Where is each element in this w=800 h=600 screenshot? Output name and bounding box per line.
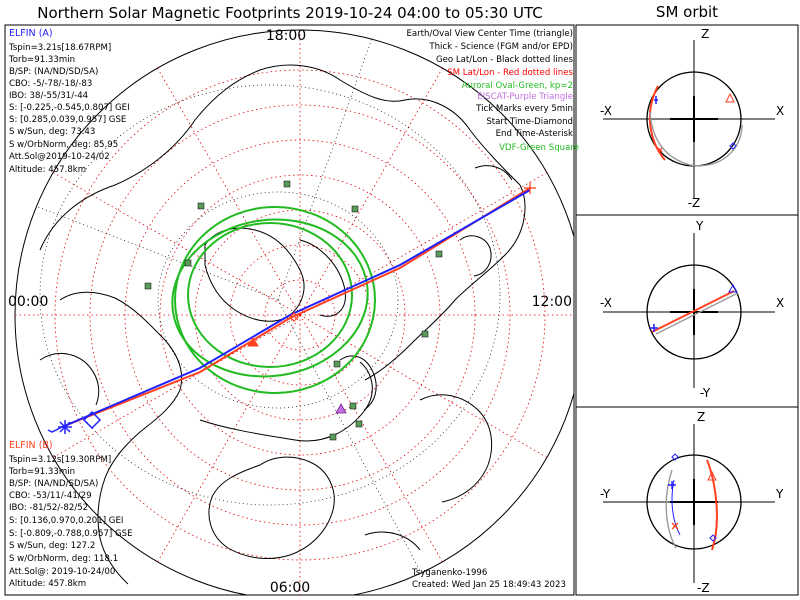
- mlt-label-left: 00:00: [8, 294, 48, 310]
- elfin-b-line: S w/OrbNorm, deg: 118.1: [9, 554, 118, 564]
- coastlines: [39, 64, 526, 585]
- elfin-a-line: Att.Sol@2019-10-24/02: [9, 152, 110, 162]
- legend-item: Thick - Science (FGM and/or EPD): [428, 42, 573, 52]
- elfin-b-end-asterisk: [524, 182, 536, 194]
- mlt-label-right: 12:00: [532, 294, 572, 310]
- vdf-squares: [144, 180, 443, 441]
- elfin-a-hook: [47, 426, 63, 433]
- elfin-b-line: S: [0.136,0.970,0.201] GEI: [9, 516, 123, 526]
- legend-item: Tick Marks every 5min: [475, 104, 573, 114]
- elfin-start-diamond: [82, 410, 102, 430]
- elfin-b-line: CBO: -53/11/-41/29: [9, 491, 92, 501]
- elfin-b-line: Altitude: 457.8km: [9, 579, 86, 589]
- elfin-b-line: Tspin=3.12s[19.30RPM]: [8, 455, 111, 465]
- view-center-triangle: [247, 337, 259, 347]
- map-frame: [4, 24, 575, 596]
- orbit-title: SM orbit: [656, 3, 718, 21]
- elfin-b-line: S w/Sun, deg: 127.2: [9, 541, 95, 551]
- elfin-a-line: Torb=91.33min: [8, 55, 75, 65]
- elfin-b-line: Torb=91.33min: [8, 467, 75, 477]
- orbit-axis-label: Y: [775, 487, 784, 501]
- geo-latlon-grid: [19, 30, 501, 591]
- mlt-label-bottom: 06:00: [270, 580, 310, 596]
- orbit-panel-xy: Y -Y -X X: [600, 219, 784, 400]
- orbit-axis-label: -Z: [688, 196, 701, 210]
- elfin-a-line: S w/OrbNorm, deg: 85.95: [9, 140, 118, 150]
- elfin-b-info: ELFIN (B) Tspin=3.12s[19.30RPM] Torb=91.…: [8, 440, 133, 589]
- mlt-label-top: 18:00: [266, 28, 306, 44]
- orbit-axis-label: -Z: [697, 581, 710, 595]
- elfin-a-line: IBO: 38/-55/31/-44: [9, 91, 88, 101]
- elfin-a-info: ELFIN (A) Tspin=3.21s[18.67RPM] Torb=91.…: [8, 28, 130, 175]
- orbit-panel-xz: Z -Z -X X: [600, 27, 784, 210]
- legend-item: End Time-Asterisk: [496, 129, 573, 139]
- legend-item: SM Lat/Lon - Red dotted lines: [447, 68, 573, 78]
- elfin-a-end-asterisk: [58, 420, 72, 434]
- orbit-axis-label: -Y: [600, 487, 611, 501]
- model-credit: Tsyganenko-1996: [411, 568, 487, 578]
- legend-item: EISCAT-Purple Triangle: [477, 92, 573, 102]
- auroral-oval: [171, 206, 376, 394]
- orbit-axis-label: Z: [701, 27, 709, 41]
- orbit-axis-label: -X: [600, 104, 612, 118]
- orbit-axis-label: Z: [697, 410, 705, 424]
- chart-title: Northern Solar Magnetic Footprints 2019-…: [37, 4, 542, 22]
- elfin-a-track: [61, 189, 531, 428]
- elfin-b-track: [61, 187, 531, 428]
- legend-item: Auroral Oval-Green, kp=2: [462, 81, 573, 91]
- elfin-b-start-marker: [289, 312, 299, 322]
- orbit-axis-label: X: [776, 104, 784, 118]
- elfin-a-line: S: [0.285,0.039,0.957] GSE: [9, 115, 126, 125]
- elfin-b-header: ELFIN (B): [9, 440, 53, 451]
- orbit-axis-label: -X: [600, 296, 612, 310]
- elfin-a-header: ELFIN (A): [9, 28, 53, 39]
- sm-longitude-grid: [15, 30, 574, 595]
- orbit-panel-yz: Z -Z -Y Y: [600, 410, 784, 595]
- elfin-b-line: B/SP: (NA/ND/SD/SA): [9, 479, 98, 489]
- created-timestamp: Created: Wed Jan 25 18:49:43 2023: [412, 580, 566, 590]
- legend-item: Start Time-Diamond: [486, 117, 573, 127]
- elfin-a-line: CBO: -5/-78/-18/-83: [9, 79, 92, 89]
- orbit-axis-label: Y: [695, 219, 704, 233]
- legend-item: Earth/Oval View Center Time (triangle): [406, 29, 573, 39]
- elfin-b-line: IBO: -81/52/-82/52: [9, 503, 88, 513]
- orbit-panel-frame-3: [575, 406, 799, 596]
- elfin-b-line: S: [-0.809,-0.788,0.957] GSE: [9, 529, 133, 539]
- elfin-a-line: S: [-0.225,-0.545,0.807] GEI: [9, 103, 130, 113]
- eiscat-triangle: [335, 403, 347, 414]
- elfin-a-line: S w/Sun, deg: 73.43: [9, 127, 95, 137]
- elfin-a-line: B/SP: (NA/ND/SD/SA): [9, 67, 98, 77]
- legend: Earth/Oval View Center Time (triangle) T…: [406, 29, 579, 153]
- orbit-axis-label: X: [776, 296, 784, 310]
- elfin-a-line: Altitude: 457.8km: [9, 165, 86, 175]
- legend-item: VDF-Green Square: [499, 143, 579, 153]
- elfin-a-line: Tspin=3.21s[18.67RPM]: [8, 43, 111, 53]
- legend-item: Geo Lat/Lon - Black dotted lines: [436, 55, 574, 65]
- elfin-b-line: Att.Sol@: 2019-10-24/00: [9, 567, 115, 577]
- orbit-axis-label: -Y: [700, 386, 711, 400]
